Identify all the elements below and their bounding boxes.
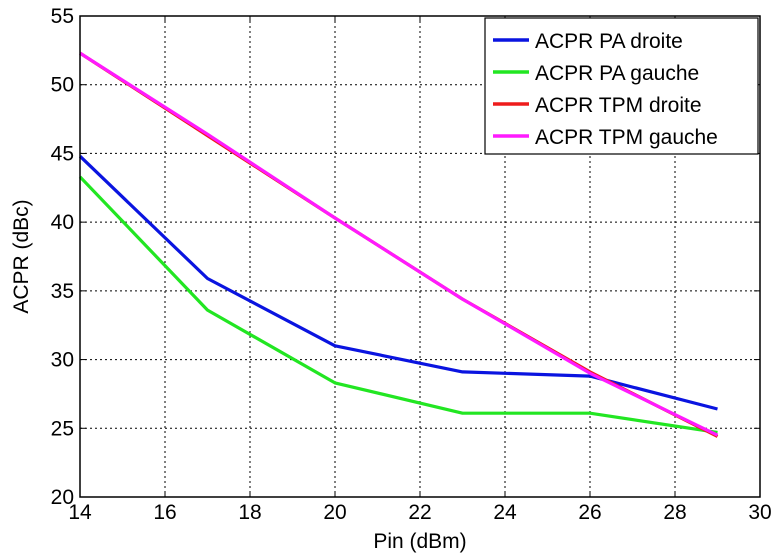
x-tick-label: 28 (663, 501, 686, 524)
y-tick-label: 25 (51, 417, 74, 440)
legend-label: ACPR PA droite (535, 30, 683, 53)
legend-label: ACPR TPM gauche (535, 126, 718, 149)
x-tick-label: 26 (578, 501, 601, 524)
legend-label: ACPR PA gauche (535, 62, 699, 85)
y-tick-label: 35 (51, 280, 74, 303)
legend-box (484, 17, 759, 155)
x-tick-label: 24 (493, 501, 517, 524)
y-axis-label: ACPR (dBc) (10, 199, 33, 313)
x-tick-label: 16 (153, 501, 176, 524)
x-tick-label: 14 (68, 501, 92, 524)
x-tick-label: 18 (238, 501, 261, 524)
y-tick-label: 20 (51, 486, 74, 509)
y-tick-label: 40 (51, 211, 74, 234)
y-tick-label: 30 (51, 349, 74, 372)
y-tick-label: 50 (51, 74, 74, 97)
axis-ticks: 14 16 18 20 22 24 26 28 30 20 25 30 35 40 45 50 55 (51, 5, 772, 524)
y-tick-label: 45 (51, 142, 74, 165)
x-tick-label: 20 (323, 501, 346, 524)
legend-label: ACPR TPM droite (535, 94, 702, 117)
x-tick-label: 30 (748, 501, 771, 524)
y-tick-label: 55 (51, 5, 74, 28)
x-tick-label: 22 (408, 501, 431, 524)
series-line-2 (78, 175, 718, 434)
legend: ACPR PA droite ACPR PA gauche ACPR TPM dro… (484, 17, 759, 155)
series-lines (78, 51, 719, 438)
x-axis-label: Pin (dBm) (373, 530, 466, 553)
series-line-1 (78, 155, 718, 411)
series-line-4 (79, 51, 719, 437)
